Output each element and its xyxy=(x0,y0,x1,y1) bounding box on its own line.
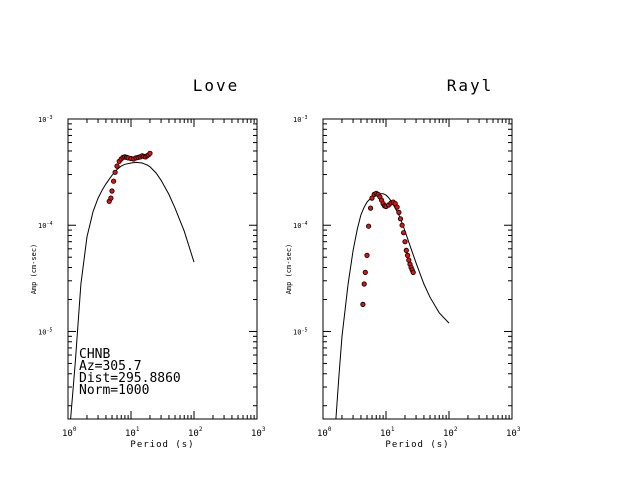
data-point xyxy=(112,169,118,175)
observed-points xyxy=(106,150,153,204)
data-point xyxy=(108,195,114,201)
y-tick-label: 10-5 xyxy=(293,327,307,336)
station-info-line: Dist=295.8860 xyxy=(79,371,181,386)
y-tick-label: 10-3 xyxy=(293,115,307,124)
plot-frame xyxy=(322,118,513,420)
data-point xyxy=(147,150,153,156)
x-tick-label: 102 xyxy=(443,426,458,439)
y-axis-label: Amp (cm-sec) xyxy=(285,244,293,295)
data-point xyxy=(360,301,366,307)
x-tick-label: 101 xyxy=(125,426,140,439)
station-info-line: Az=305.7 xyxy=(79,359,142,374)
data-point xyxy=(402,239,408,245)
chart-panel-2: 100 101 102 103 10-3 10-4 10-5 Rayl Period (s) Am… xyxy=(285,76,521,450)
x-axis-label: Period (s) xyxy=(385,440,449,450)
data-point xyxy=(111,178,117,184)
y-tick-label: 10-4 xyxy=(293,221,307,230)
x-tick-label: 100 xyxy=(317,426,332,439)
plot-frame xyxy=(67,118,258,420)
x-axis-label: Period (s) xyxy=(130,440,194,450)
model-curve-line xyxy=(335,193,450,420)
data-point xyxy=(397,216,404,222)
data-point xyxy=(369,195,375,201)
data-point xyxy=(400,230,407,236)
x-tick-label: 100 xyxy=(62,426,77,439)
model-curve-line xyxy=(70,161,195,420)
data-point xyxy=(410,269,416,275)
x-tick-label: 101 xyxy=(380,426,395,439)
data-point xyxy=(361,281,367,287)
data-point xyxy=(403,247,409,253)
station-info-line: Norm=1000 xyxy=(79,383,149,398)
chart-panel-1: 100 101 102 103 10-3 10-4 10-5 Love Period (s) Am… xyxy=(30,76,266,450)
data-point xyxy=(109,188,115,194)
chart-title: Rayl xyxy=(447,76,494,95)
x-tick-label: 103 xyxy=(251,426,266,439)
y-axis-label: Amp (cm-sec) xyxy=(30,244,38,295)
y-tick-label: 10-4 xyxy=(38,221,52,230)
data-point xyxy=(364,252,370,258)
data-point xyxy=(394,204,400,210)
data-point xyxy=(367,205,374,211)
data-point xyxy=(114,163,120,169)
data-point xyxy=(365,223,372,229)
observed-points xyxy=(360,190,416,307)
axis-ticks xyxy=(67,118,258,419)
data-point xyxy=(399,222,405,228)
x-tick-label: 102 xyxy=(188,426,203,439)
chart-title: Love xyxy=(193,76,240,95)
axis-ticks xyxy=(322,118,513,419)
data-point xyxy=(396,209,402,215)
x-tick-label: 103 xyxy=(506,426,521,439)
y-tick-label: 10-5 xyxy=(38,327,52,336)
data-point xyxy=(404,252,411,258)
station-info-line: CHNB xyxy=(79,347,110,362)
y-tick-label: 10-3 xyxy=(38,115,52,124)
data-point xyxy=(362,269,368,275)
